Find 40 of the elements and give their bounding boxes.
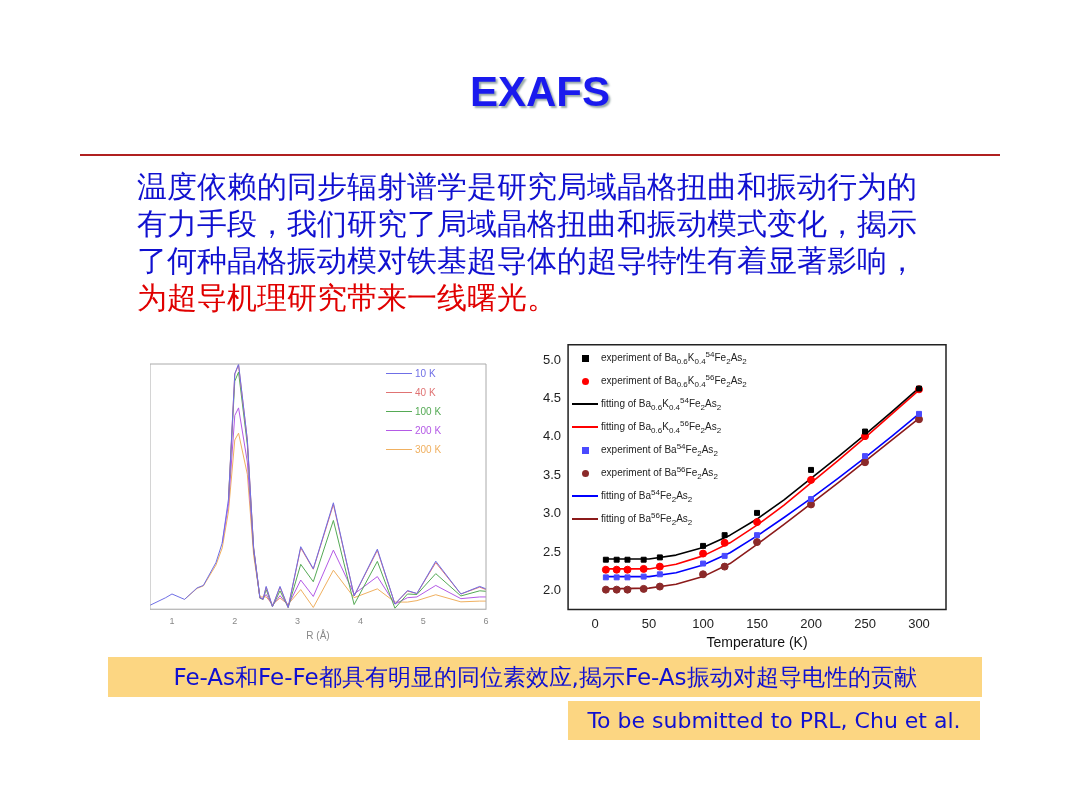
y-tick-label: 2.0 bbox=[542, 581, 562, 597]
y-tick-label: 2.5 bbox=[542, 543, 562, 559]
x-tick-label: 6 bbox=[483, 616, 489, 627]
legend-label: experiment of Ba$^{54}$Fe$_{2}$As$_{2}$ bbox=[601, 442, 718, 459]
text: 温度依赖的同步辐射谱学是研究局域晶格扭曲和振动行为的有力手段，我们研究了局域晶格扭曲和振动模式变化，揭示了何种晶格振动模对铁基超导体的超导特性有着显著影响， bbox=[137, 168, 918, 279]
x-tick-label: 150 bbox=[746, 615, 768, 631]
text: EXAFS bbox=[469, 68, 611, 116]
x-axis-title: Temperature (K) bbox=[706, 634, 808, 651]
text: 为超导机理研究带来一线曙光。 bbox=[137, 279, 558, 316]
legend-label: 10 K bbox=[415, 368, 436, 379]
y-tick-label: 3.5 bbox=[542, 466, 562, 482]
legend-label: fitting of Ba$^{54}$Fe$_{2}$As$_{2}$ bbox=[601, 488, 693, 505]
y-tick-label: 4.0 bbox=[542, 428, 562, 444]
x-axis-title: R (Å) bbox=[306, 628, 330, 641]
x-tick-label: 100 bbox=[692, 615, 714, 631]
legend-label: fitting of Ba$^{56}$Fe$_{2}$As$_{2}$ bbox=[601, 511, 693, 528]
x-tick-label: 1 bbox=[169, 616, 175, 627]
legend-label: 200 K bbox=[415, 425, 442, 436]
x-tick-label: 5 bbox=[420, 616, 426, 627]
x-tick-label: 200 bbox=[800, 615, 822, 631]
legend-label: 40 K bbox=[415, 387, 436, 398]
legend-label: 100 K bbox=[415, 406, 442, 417]
y-tick-label: 3.0 bbox=[542, 505, 562, 521]
x-tick-label: 2 bbox=[232, 616, 238, 627]
text: To be submitted to PRL, Chu et al. bbox=[568, 701, 980, 740]
legend-label: experiment of Ba$^{56}$Fe$_{2}$As$_{2}$ bbox=[601, 465, 718, 482]
text: fitting of Ba$_{0.6}$K$_{0.4}$$^{56}$Fe$_{2}$As$_{2}$ bbox=[601, 419, 722, 436]
x-tick-label: 300 bbox=[908, 615, 930, 631]
y-tick-label: 5.0 bbox=[542, 351, 562, 367]
x-tick-label: 250 bbox=[854, 615, 876, 631]
text: Fe-As和Fe-Fe都具有明显的同位素效应,揭示Fe-As振动对超导电性的贡献 bbox=[108, 657, 982, 697]
text: experiment of Ba$_{0.6}$K$_{0.4}$$^{54}$Fe$_{2}$As$_{2}$ bbox=[601, 350, 747, 367]
legend-label: 300 K bbox=[415, 444, 442, 455]
x-tick-label: 0 bbox=[591, 615, 599, 631]
text: fitting of Ba$_{0.6}$K$_{0.4}$$^{54}$Fe$_{2}$As$_{2}$ bbox=[601, 396, 722, 413]
y-tick-label: 4.5 bbox=[542, 390, 562, 406]
text: experiment of Ba$_{0.6}$K$_{0.4}$$^{56}$Fe$_{2}$As$_{2}$ bbox=[601, 373, 747, 390]
x-tick-label: 4 bbox=[357, 616, 363, 627]
x-tick-label: 3 bbox=[295, 616, 301, 627]
x-tick-label: 50 bbox=[641, 615, 657, 631]
